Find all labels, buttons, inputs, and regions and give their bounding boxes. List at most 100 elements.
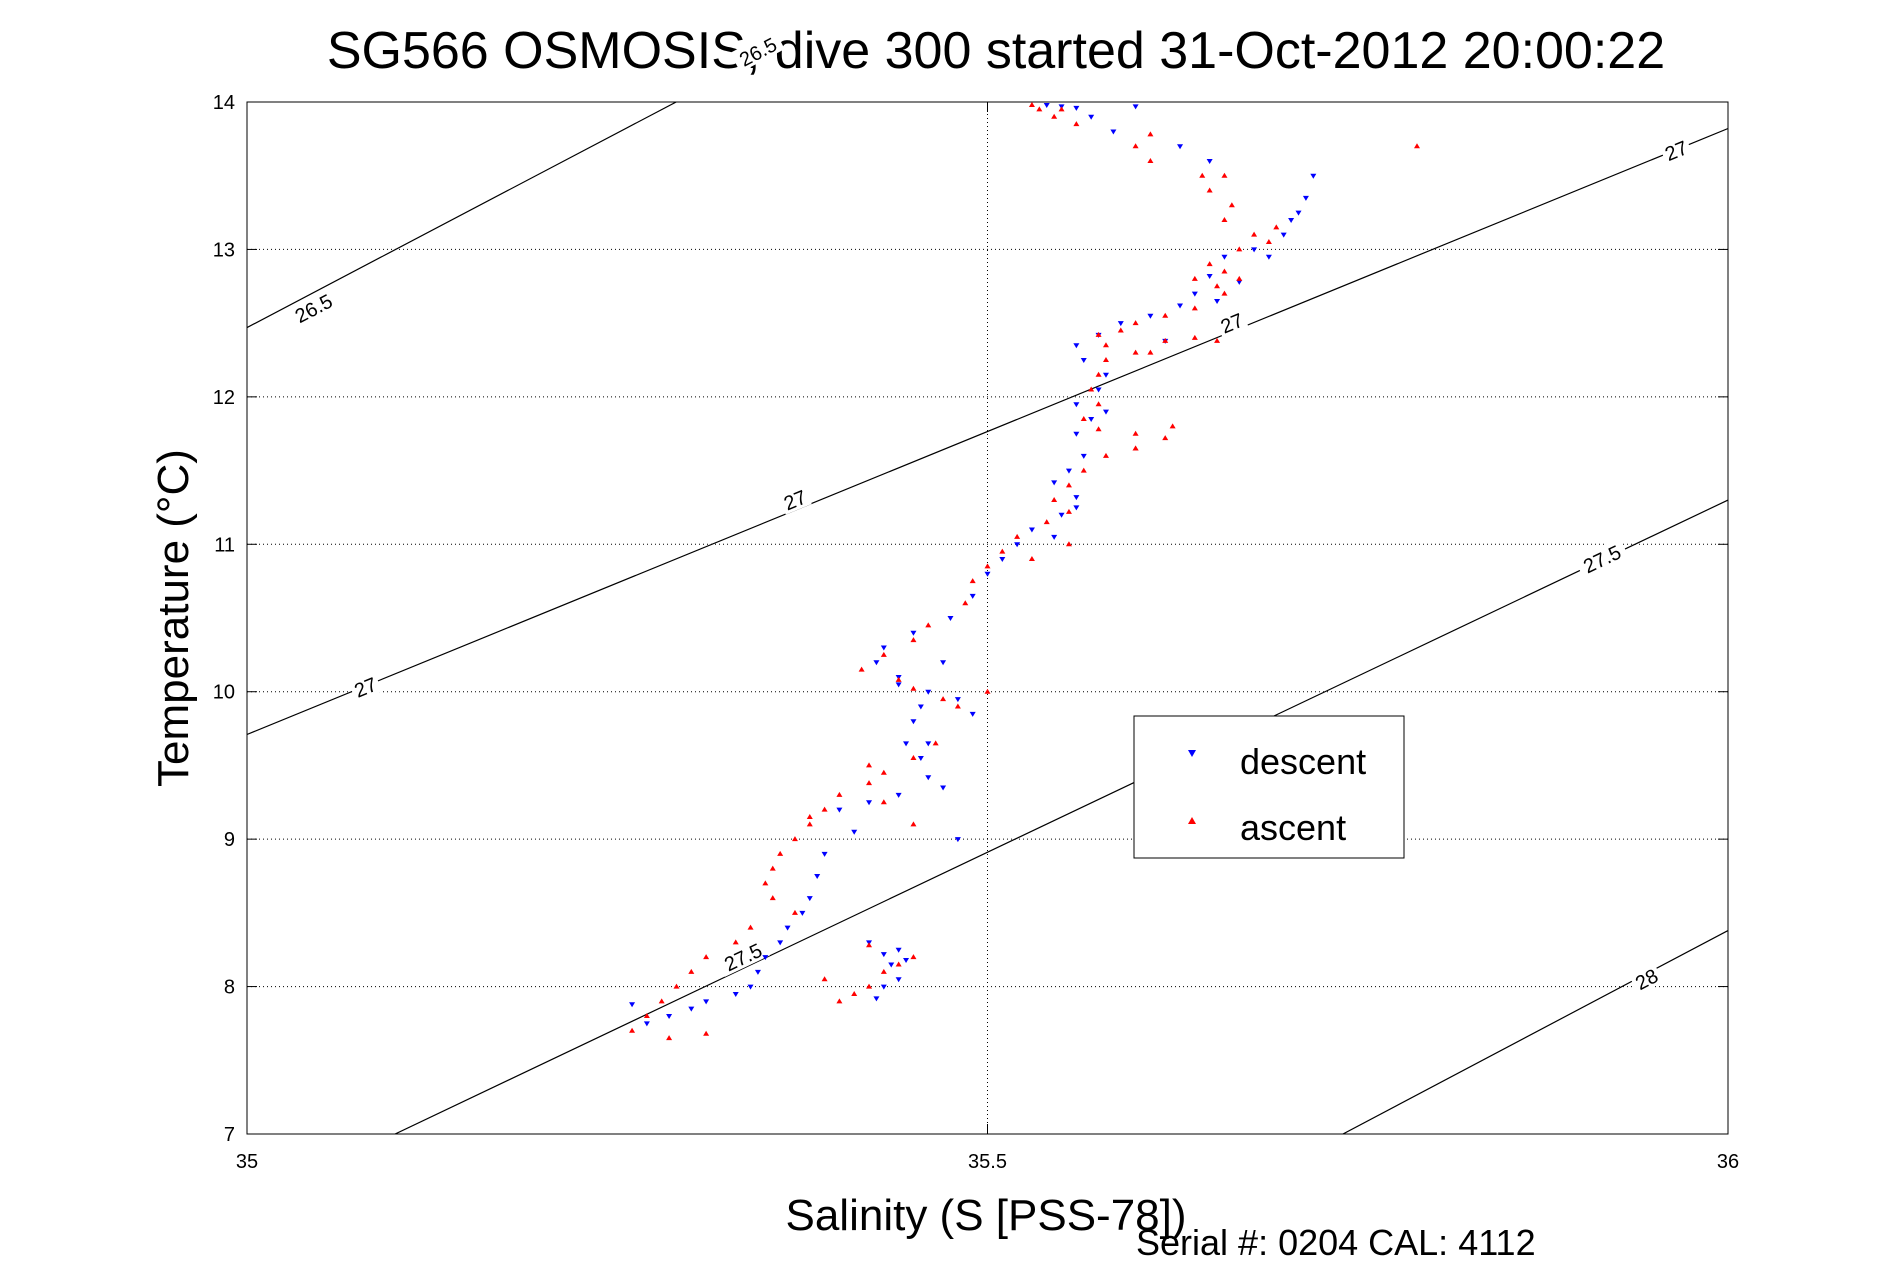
descent-point	[1236, 279, 1243, 285]
descent-point	[851, 829, 858, 835]
descent-point	[836, 807, 843, 813]
ascent-point	[791, 836, 798, 842]
descent-point	[1251, 247, 1258, 253]
contour-line	[394, 499, 1728, 1134]
ascent-point	[666, 1035, 673, 1041]
ascent-point	[1117, 327, 1124, 333]
ascent-point	[984, 688, 991, 694]
y-tick-label: 13	[213, 239, 235, 261]
descent-point	[947, 616, 954, 621]
ascent-point	[880, 769, 887, 775]
descent-point	[954, 837, 961, 843]
legend-descent-marker	[1188, 750, 1196, 757]
contour-label-bg	[1658, 134, 1693, 166]
ascent-point	[732, 939, 739, 945]
contour-label-bg	[285, 286, 341, 329]
descent-point	[799, 910, 806, 916]
ascent-point	[1065, 508, 1072, 514]
descent-point	[1073, 402, 1080, 408]
descent-point	[821, 851, 828, 857]
x-axis-label: Salinity (S [PSS-78])	[785, 1191, 1186, 1240]
contour-label-bg	[1628, 962, 1664, 995]
contour-line	[247, 102, 678, 329]
descent-point	[873, 660, 880, 666]
descent-point	[762, 955, 769, 961]
contour-label-bg	[730, 29, 785, 73]
y-tick-label: 14	[213, 92, 235, 114]
ascent-point	[910, 755, 917, 761]
descent-point	[1043, 102, 1050, 108]
ascent-point	[866, 780, 873, 786]
ascent-point	[969, 578, 976, 584]
ascent-point	[1065, 541, 1072, 547]
ascent-point	[703, 1030, 710, 1036]
descent-point	[895, 947, 902, 953]
ascent-point	[629, 1027, 636, 1033]
ascent-point	[1102, 452, 1109, 458]
descent-point	[732, 991, 739, 997]
ascent-point	[1095, 331, 1102, 337]
x-tick-label: 35	[236, 1151, 258, 1173]
descent-point	[814, 874, 821, 879]
descent-point	[940, 785, 947, 791]
ascent-point	[821, 976, 828, 982]
ascent-point	[673, 983, 680, 989]
descent-point	[1065, 468, 1072, 474]
descent-point	[1147, 313, 1154, 319]
y-tick-label: 9	[224, 829, 235, 851]
ascent-point	[1080, 467, 1087, 473]
ascent-point	[791, 909, 798, 915]
contour-label-bg	[347, 670, 383, 702]
legend: descent ascent	[1133, 715, 1405, 859]
ascent-point	[1095, 401, 1102, 407]
descent-point	[1295, 210, 1302, 216]
descent-point	[954, 697, 961, 703]
descent-point	[895, 682, 902, 688]
ascent-point	[769, 895, 776, 901]
ascent-point	[910, 821, 917, 827]
ascent-point	[1102, 342, 1109, 348]
ascent-point	[1191, 334, 1198, 340]
descent-point	[1080, 453, 1087, 459]
descent-point	[880, 984, 887, 990]
contour-label: 27	[1214, 306, 1249, 338]
ascent-point	[688, 968, 695, 974]
ascent-point	[1132, 430, 1139, 436]
ascent-point	[880, 799, 887, 805]
ascent-point	[1102, 357, 1109, 362]
descent-point	[866, 800, 873, 806]
descent-point	[895, 792, 902, 798]
ascent-point	[1080, 415, 1087, 421]
descent-point	[888, 962, 895, 968]
ascent-point	[1065, 482, 1072, 488]
ascent-point	[1132, 320, 1139, 326]
descent-point	[643, 1021, 650, 1027]
ascent-point	[1073, 121, 1080, 127]
descent-point	[925, 775, 932, 781]
ascent-point	[806, 821, 813, 827]
ascent-point	[703, 954, 710, 960]
y-tick-label: 11	[214, 534, 235, 556]
descent-point	[969, 711, 976, 717]
ascent-point	[643, 1013, 650, 1019]
ascent-point	[1199, 172, 1206, 178]
descent-point	[1177, 303, 1184, 309]
ascent-point	[1043, 519, 1050, 525]
ascent-point	[1051, 113, 1058, 119]
ascent-point	[880, 968, 887, 974]
ascent-point	[1413, 143, 1420, 149]
ascent-point	[1162, 435, 1169, 441]
y-tick-label: 12	[213, 387, 235, 409]
descent-point	[1280, 232, 1287, 238]
legend-box	[1133, 715, 1405, 859]
descent-point	[969, 593, 976, 599]
ascent-point	[1214, 337, 1221, 343]
ascent-point	[1169, 423, 1176, 429]
ascent-point	[1162, 312, 1169, 318]
descent-point	[629, 1002, 636, 1008]
descent-point	[880, 645, 887, 651]
ascent-point	[1206, 261, 1213, 267]
ascent-point	[1028, 556, 1035, 562]
grid-lines	[247, 102, 1728, 1134]
